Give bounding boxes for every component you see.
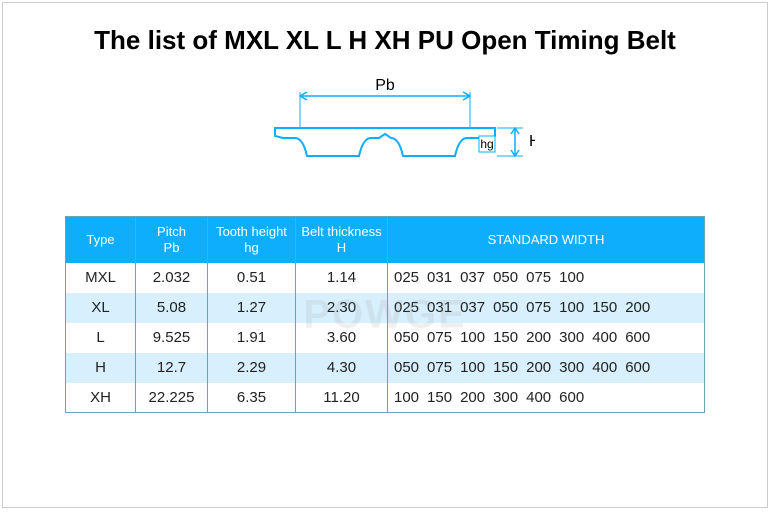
cell-tooth: 1.27 [208,293,296,323]
cell-widths: 025031037050075100 [388,263,705,293]
cell-pitch: 2.032 [136,263,208,293]
hg-label: hg [480,137,493,151]
spec-table: Type Pitch Pb Tooth height hg Belt thick… [65,216,705,413]
col-thick: Belt thickness H [296,217,388,263]
table-row: H12.72.294.30050075100150200300400600 [66,353,705,383]
cell-thick: 2.30 [296,293,388,323]
cell-pitch: 5.08 [136,293,208,323]
cell-thick: 1.14 [296,263,388,293]
cell-widths: 050075100150200300400600 [388,353,705,383]
cell-tooth: 0.51 [208,263,296,293]
col-width: STANDARD WIDTH [388,217,705,263]
cell-tooth: 2.29 [208,353,296,383]
cell-pitch: 9.525 [136,323,208,353]
cell-thick: 4.30 [296,353,388,383]
col-type: Type [66,217,136,263]
cell-widths: 100150200300400600 [388,383,705,413]
cell-type: MXL [66,263,136,293]
table-row: MXL2.0320.511.14025031037050075100 [66,263,705,293]
col-tooth: Tooth height hg [208,217,296,263]
cell-type: L [66,323,136,353]
page-title: The list of MXL XL L H XH PU Open Timing… [3,3,767,66]
cell-tooth: 6.35 [208,383,296,413]
table-header-row: Type Pitch Pb Tooth height hg Belt thick… [66,217,705,263]
col-pitch: Pitch Pb [136,217,208,263]
cell-thick: 11.20 [296,383,388,413]
cell-pitch: 12.7 [136,353,208,383]
cell-widths: 025031037050075100150200 [388,293,705,323]
table-row: L9.5251.913.60050075100150200300400600 [66,323,705,353]
h-label: H [529,133,535,150]
pb-label: Pb [375,77,395,94]
cell-type: H [66,353,136,383]
cell-pitch: 22.225 [136,383,208,413]
cell-type: XL [66,293,136,323]
cell-thick: 3.60 [296,323,388,353]
cell-type: XH [66,383,136,413]
table-row: XL5.081.272.30025031037050075100150200 [66,293,705,323]
belt-profile-diagram: Pb H hg [3,76,767,186]
cell-widths: 050075100150200300400600 [388,323,705,353]
cell-tooth: 1.91 [208,323,296,353]
table-row: XH22.2256.3511.20100150200300400600 [66,383,705,413]
